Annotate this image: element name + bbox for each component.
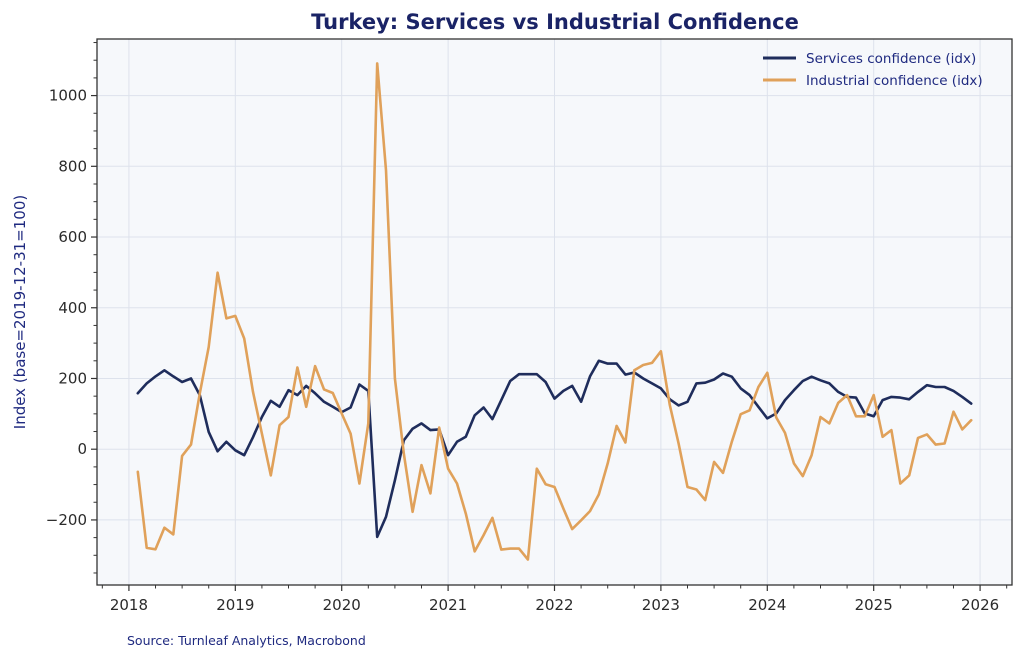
y-tick-label: 400	[58, 299, 87, 317]
legend-label-services: Services confidence (idx)	[806, 51, 976, 67]
x-tick-label: 2026	[961, 596, 999, 614]
x-tick-label: 2019	[216, 596, 254, 614]
y-tick-label: −200	[46, 511, 87, 529]
y-tick-label: 600	[58, 228, 87, 246]
x-tick-label: 2024	[748, 596, 786, 614]
x-axis: 2018 2019 2020 2021 2022 2023 2024 2025 2026	[102, 585, 1006, 614]
y-axis: −200 0 200 400 600 800 1000	[46, 43, 97, 573]
y-tick-label: 1000	[49, 87, 87, 105]
y-tick-label: 0	[77, 440, 87, 458]
y-tick-label: 200	[58, 369, 87, 387]
chart-title: Turkey: Services vs Industrial Confidenc…	[311, 10, 799, 34]
x-tick-label: 2018	[110, 596, 148, 614]
x-tick-label: 2022	[535, 596, 573, 614]
x-tick-label: 2020	[323, 596, 361, 614]
x-tick-label: 2021	[429, 596, 467, 614]
source-note: Source: Turnleaf Analytics, Macrobond	[127, 633, 366, 648]
legend-label-industrial: Industrial confidence (idx)	[806, 73, 983, 89]
y-axis-label: Index (base=2019-12-31=100)	[11, 195, 29, 429]
x-tick-label: 2025	[855, 596, 893, 614]
y-tick-label: 800	[58, 157, 87, 175]
x-tick-label: 2023	[642, 596, 680, 614]
